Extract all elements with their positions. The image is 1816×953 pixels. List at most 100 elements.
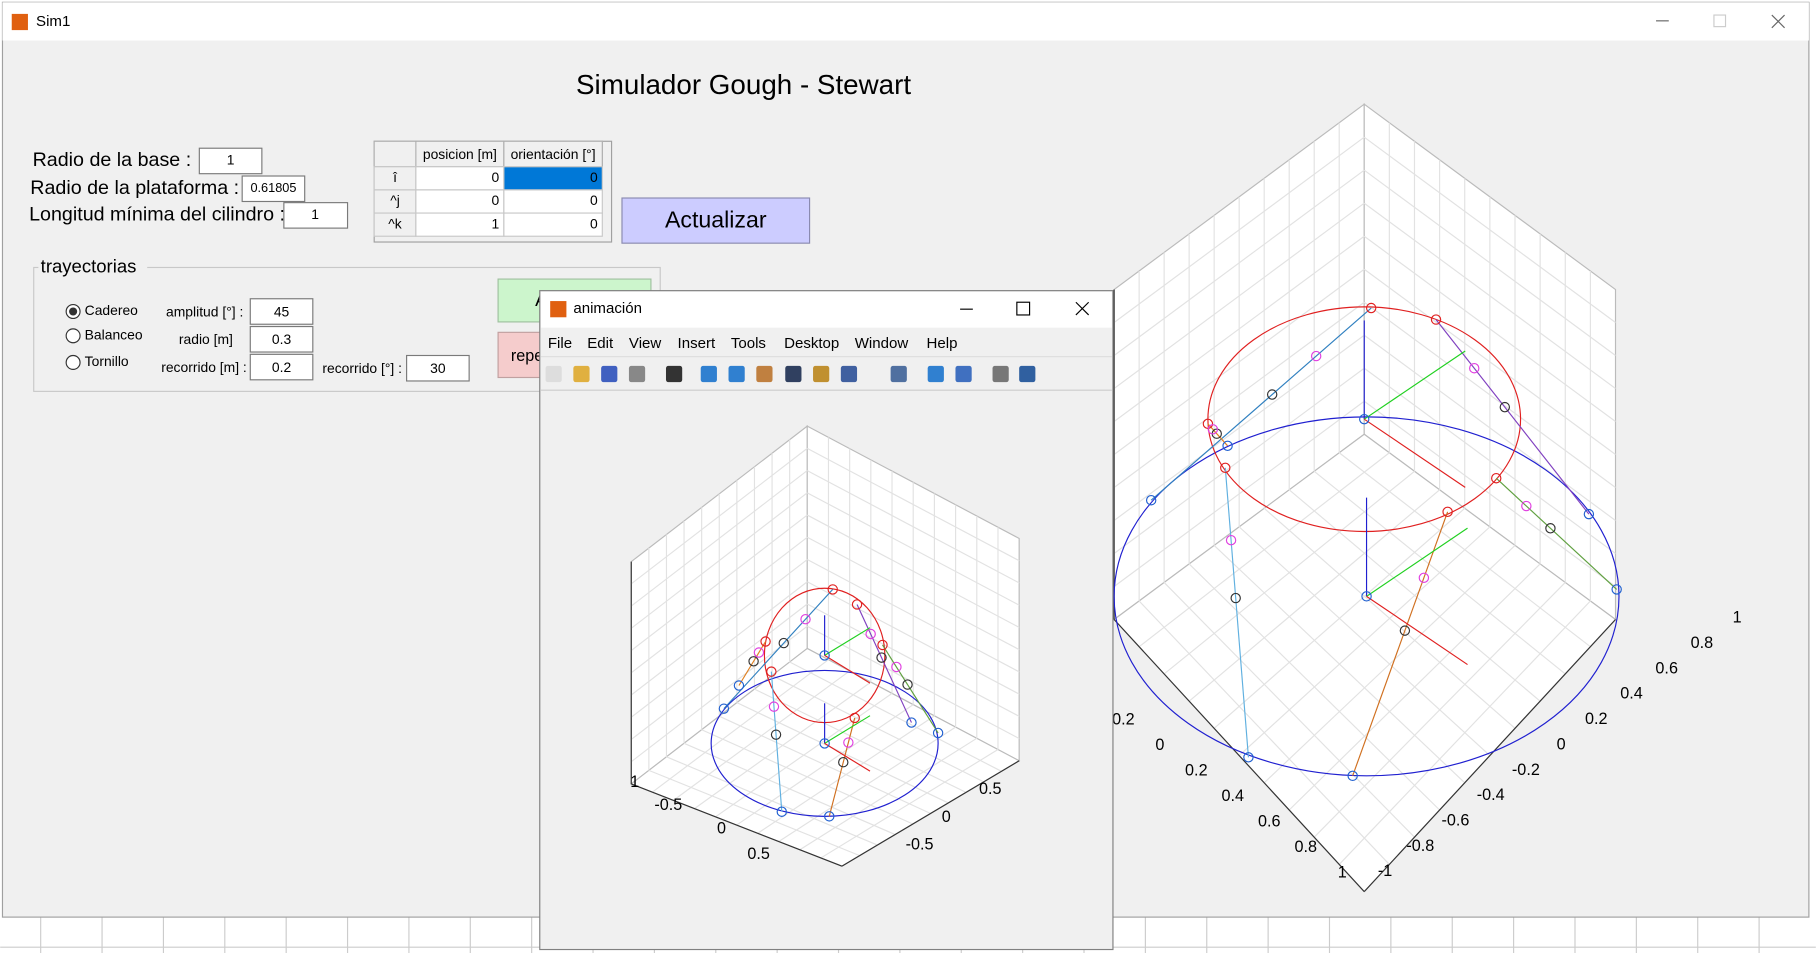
joint: [819, 738, 830, 749]
text-input[interactable]: [198, 147, 263, 175]
axis-tick-label: -0.2: [1512, 761, 1540, 779]
joint: [1243, 752, 1254, 763]
joint: [1361, 591, 1372, 602]
toolbar-button[interactable]: [628, 365, 646, 383]
joint: [1220, 462, 1231, 474]
axis-tick-label: 0.2: [1185, 761, 1208, 779]
menu-item[interactable]: Window: [855, 335, 909, 352]
joint: [1499, 401, 1511, 413]
axis-tick-label: 0: [942, 808, 951, 826]
grid-line: [630, 581, 808, 718]
column-header: posicion [m]: [423, 146, 497, 162]
joint: [902, 679, 913, 690]
title-bar: [2, 2, 1809, 41]
toolbar-button[interactable]: [601, 365, 618, 383]
menu-item[interactable]: Tools: [731, 335, 766, 352]
joint: [1418, 572, 1430, 584]
joint: [906, 717, 917, 728]
toolbar-button[interactable]: [840, 365, 858, 383]
grid-line: [1263, 544, 1516, 784]
cell[interactable]: [503, 212, 603, 237]
joint: [1230, 592, 1241, 604]
axis-tick-label: 1: [1338, 863, 1347, 881]
menu-item[interactable]: Edit: [587, 335, 614, 352]
close-button[interactable]: [1075, 301, 1090, 316]
cell[interactable]: [503, 189, 603, 214]
grid-line: [806, 536, 1020, 651]
toolbar: [545, 365, 1036, 383]
cell[interactable]: [503, 166, 603, 191]
axis-line: [1113, 619, 1365, 893]
axis-tick-label: 0: [1557, 735, 1566, 753]
text-input[interactable]: [249, 298, 314, 325]
joint: [1491, 473, 1502, 484]
toolbar-button[interactable]: [728, 365, 745, 383]
menu-item[interactable]: File: [548, 335, 572, 352]
menu-item[interactable]: Insert: [678, 335, 716, 352]
text-input[interactable]: [283, 202, 349, 229]
joint: [1266, 389, 1278, 400]
grid-line: [1113, 301, 1365, 488]
joint: [1521, 500, 1532, 512]
toolbar-button[interactable]: [955, 365, 972, 383]
row-label: î: [392, 169, 398, 185]
close-button[interactable]: [1771, 14, 1785, 29]
toolbar-button[interactable]: [1019, 365, 1036, 383]
toolbar-button[interactable]: [545, 365, 562, 383]
window-title: Sim1: [36, 13, 70, 30]
joint: [718, 703, 730, 714]
text-input[interactable]: [406, 354, 470, 382]
toolbar-button[interactable]: [785, 365, 802, 383]
maximize-button[interactable]: [1016, 301, 1031, 316]
grid-line: [1238, 526, 1491, 756]
text-input[interactable]: [241, 175, 306, 203]
menu-item[interactable]: Desktop: [784, 335, 839, 352]
grid-line: [1313, 582, 1566, 838]
update-button[interactable]: [621, 197, 811, 244]
toolbar-button[interactable]: [890, 365, 907, 383]
anim-plot: 1 -0.5 0 0.5 0.5 0 -0.5: [630, 424, 1021, 867]
grid-line: [757, 715, 935, 834]
header-cell: [415, 140, 505, 168]
axis-tick-label: 0: [717, 819, 726, 837]
joint: [932, 727, 944, 739]
toolbar-button[interactable]: [756, 365, 773, 383]
grid-line: [1363, 400, 1616, 587]
pose-table[interactable]: posicion [m] orientación [°] î 0 0 ^j 0 0 ^k 1 0: [373, 140, 613, 243]
toolbar-button[interactable]: [927, 365, 944, 383]
text-input[interactable]: [249, 353, 314, 381]
menu-item[interactable]: View: [629, 335, 661, 352]
axis-tick-label: -1: [1378, 862, 1392, 880]
maximize-button[interactable]: [1713, 14, 1727, 28]
radio-button[interactable]: [65, 354, 81, 370]
radio-label: Cadereo: [85, 302, 139, 318]
toolbar-button[interactable]: [700, 365, 717, 383]
actuator: [1150, 307, 1372, 501]
axis-tick-label: 0: [1155, 736, 1164, 754]
menu-item[interactable]: Help: [927, 335, 958, 352]
grid-line: [806, 581, 1020, 695]
input-value: 0.2: [272, 359, 292, 375]
joint: [770, 729, 782, 740]
toolbar-button[interactable]: [665, 365, 683, 383]
axis-tick-label: 1: [630, 773, 639, 791]
radio-button[interactable]: [65, 328, 81, 344]
frame-y: [824, 627, 871, 656]
joint: [1225, 534, 1237, 546]
axis-tick-label: 0.2: [1585, 710, 1608, 728]
app-icon: [11, 13, 28, 31]
grid-line: [1188, 563, 1441, 811]
field-label: radio [m]: [179, 331, 233, 347]
cell-value: 0: [590, 192, 598, 208]
text-input[interactable]: [249, 325, 314, 353]
toolbar-button[interactable]: [992, 365, 1009, 383]
axis-tick-label: -0.6: [1442, 812, 1470, 830]
joint: [748, 656, 759, 667]
radio-label: Tornillo: [85, 353, 129, 369]
toolbar-button[interactable]: [813, 365, 830, 383]
axis-line: [1363, 619, 1616, 893]
joint: [1583, 508, 1595, 520]
toolbar-button[interactable]: [573, 365, 590, 383]
field-label: Longitud mínima del cilindro :: [29, 204, 285, 226]
axis-tick-label: -0.5: [654, 796, 682, 814]
